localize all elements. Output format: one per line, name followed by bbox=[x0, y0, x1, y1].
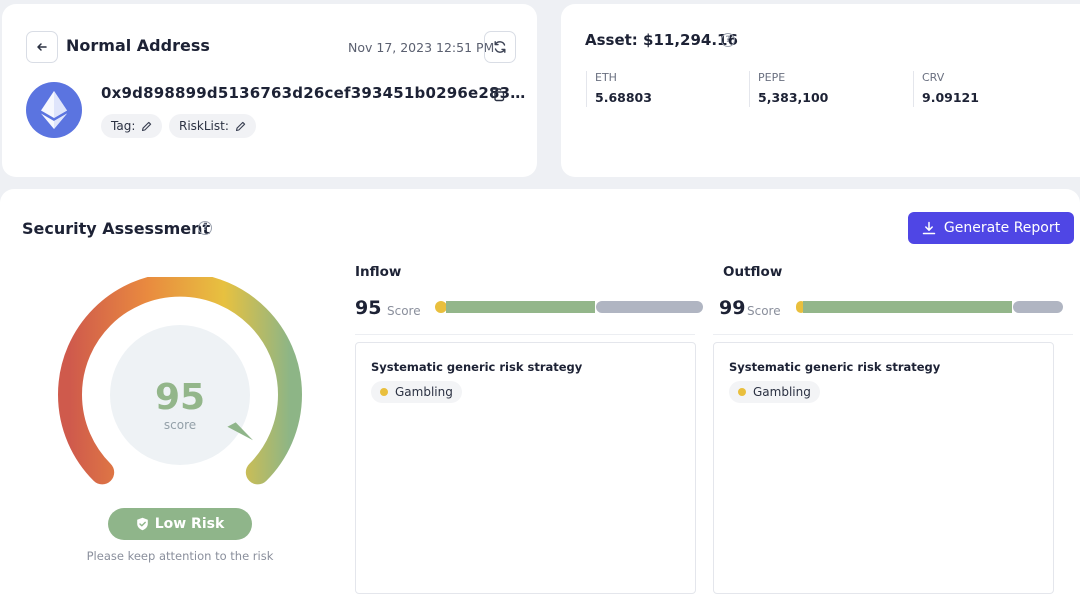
gauge-tick-label: 40 bbox=[133, 312, 149, 328]
inflow-score-label: Score bbox=[387, 304, 421, 318]
asset-total: Asset: $11,294.16 bbox=[585, 31, 738, 49]
asset-card: Asset: $11,294.16 ? ETH 5.68803 PEPE 5,3… bbox=[561, 4, 1080, 177]
bar-segment-green bbox=[803, 301, 1012, 313]
bar-segment-yellow bbox=[435, 301, 447, 313]
outflow-score-label: Score bbox=[747, 304, 781, 318]
timestamp: Nov 17, 2023 12:51 PM bbox=[348, 40, 495, 55]
bar-segment-green bbox=[446, 301, 595, 313]
risk-score-gauge: 0 20 40 60 80 100 95 score bbox=[58, 277, 302, 485]
tag-label: Tag: bbox=[111, 119, 136, 133]
outflow-score-bar bbox=[796, 301, 1063, 313]
gauge-tick-label: 20 bbox=[90, 378, 103, 392]
risklist-label: RiskList: bbox=[179, 119, 229, 133]
refresh-icon bbox=[494, 41, 506, 53]
outflow-score: 99 bbox=[719, 297, 746, 319]
gauge-needle bbox=[227, 422, 253, 441]
wallet-address: 0x9d898899d5136763d26cef393451b0296e283… bbox=[101, 84, 526, 102]
risk-note: Please keep attention to the risk bbox=[86, 549, 274, 563]
token-amount: 5,383,100 bbox=[758, 90, 829, 105]
gauge-tick-label: 0 bbox=[117, 446, 129, 458]
divider bbox=[355, 334, 695, 335]
token-item: ETH 5.68803 bbox=[586, 71, 652, 107]
gauge-arc bbox=[58, 277, 302, 485]
pencil-icon bbox=[142, 121, 152, 131]
help-icon[interactable]: ? bbox=[721, 33, 735, 47]
gauge-score: 95 bbox=[155, 377, 205, 418]
generate-report-button[interactable]: Generate Report bbox=[908, 212, 1074, 244]
refresh-button[interactable] bbox=[484, 31, 516, 63]
gauge-center bbox=[110, 325, 250, 465]
strategy-title: Systematic generic risk strategy bbox=[371, 360, 583, 374]
section-title: Security Assessment bbox=[22, 219, 211, 238]
token-amount: 9.09121 bbox=[922, 90, 979, 105]
risk-tag: Gambling bbox=[729, 381, 820, 403]
security-assessment-card: Security Assessment ? Generate Report 0 … bbox=[0, 189, 1080, 610]
token-item: PEPE 5,383,100 bbox=[749, 71, 828, 107]
gauge-tick-label: 80 bbox=[257, 378, 270, 392]
token-symbol: CRV bbox=[922, 71, 945, 84]
inflow-score: 95 bbox=[355, 297, 382, 319]
shield-icon bbox=[136, 517, 148, 531]
risk-tag: Gambling bbox=[371, 381, 462, 403]
arrow-left-icon bbox=[37, 43, 47, 51]
generate-report-label: Generate Report bbox=[943, 220, 1061, 236]
back-button[interactable] bbox=[26, 31, 58, 63]
token-symbol: PEPE bbox=[758, 71, 786, 84]
token-symbol: ETH bbox=[595, 71, 617, 84]
strategy-title: Systematic generic risk strategy bbox=[729, 360, 941, 374]
outflow-title: Outflow bbox=[723, 264, 783, 280]
risk-tag-label: Gambling bbox=[753, 385, 811, 399]
bar-segment-gray bbox=[1013, 301, 1063, 313]
inflow-title: Inflow bbox=[355, 264, 402, 280]
risk-level-label: Low Risk bbox=[154, 516, 225, 532]
outflow-strategy-panel: Systematic generic risk strategy Gamblin… bbox=[713, 342, 1054, 594]
risk-level-badge: Low Risk bbox=[108, 508, 252, 540]
status-dot bbox=[380, 388, 388, 396]
risk-tag-label: Gambling bbox=[395, 385, 453, 399]
divider bbox=[713, 334, 1073, 335]
address-card: Normal Address Nov 17, 2023 12:51 PM 0x9… bbox=[2, 4, 537, 177]
tag-chip[interactable]: Tag: bbox=[101, 114, 163, 138]
gauge-score-label: score bbox=[164, 418, 196, 432]
help-icon[interactable]: ? bbox=[198, 221, 212, 235]
inflow-strategy-panel: Systematic generic risk strategy Gamblin… bbox=[355, 342, 696, 594]
token-item: CRV 9.09121 bbox=[913, 71, 979, 107]
inflow-score-bar bbox=[435, 301, 703, 313]
ethereum-icon bbox=[26, 82, 82, 138]
address-type-title: Normal Address bbox=[66, 36, 210, 55]
risklist-chip[interactable]: RiskList: bbox=[169, 114, 256, 138]
bar-segment-gray bbox=[596, 301, 703, 313]
gauge-tick-label: 60 bbox=[210, 312, 226, 328]
status-dot bbox=[738, 388, 746, 396]
copy-icon[interactable] bbox=[491, 87, 507, 103]
token-amount: 5.68803 bbox=[595, 90, 652, 105]
pencil-icon bbox=[235, 121, 246, 131]
download-icon bbox=[922, 221, 936, 235]
